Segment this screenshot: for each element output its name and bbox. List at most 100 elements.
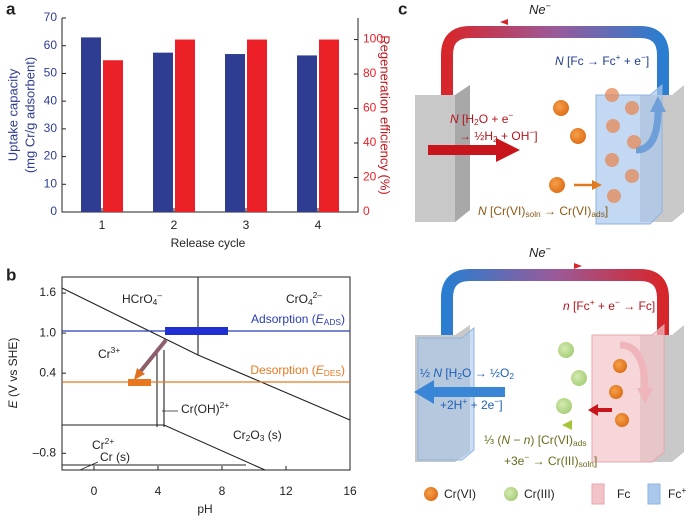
- text-part: HCrO: [122, 292, 153, 306]
- legend-label: Fc+: [668, 485, 686, 501]
- y-axis-title: E (V vs SHE): [6, 338, 20, 409]
- x-tick-label: 4: [315, 218, 322, 232]
- text-part: N: [501, 433, 510, 447]
- text-part: 2+: [220, 400, 230, 410]
- arrowhead: [500, 19, 508, 25]
- arrowhead: [650, 96, 666, 112]
- cr6-ion: [609, 385, 623, 399]
- text-part: +2H: [440, 398, 462, 412]
- text-part: O + e: [479, 112, 509, 126]
- species-label: Cr2+: [92, 436, 114, 452]
- text-part: [Cr(VI): [487, 204, 526, 218]
- y-tick-label: 70: [44, 10, 58, 24]
- bar: [81, 37, 101, 213]
- arrowhead: [134, 368, 145, 380]
- current-label: Ne−: [529, 1, 551, 17]
- text-part: N: [433, 366, 442, 380]
- text-part: 2–: [313, 290, 323, 300]
- equation: ½ N [H2O → ½O2: [420, 366, 514, 381]
- text-part: N: [555, 54, 564, 68]
- text-part: [Fc: [570, 299, 590, 313]
- legend-label: Cr(VI): [444, 487, 476, 501]
- fc-film: [591, 323, 665, 463]
- cr3-ion: [571, 370, 587, 386]
- text-part: soln: [579, 459, 595, 469]
- axes-frame: [61, 18, 359, 213]
- bar: [225, 54, 245, 213]
- text-part: + OH: [498, 129, 530, 143]
- bar: [297, 55, 317, 212]
- equation: ⅓ (N − n) [Cr(VI)ads: [484, 433, 587, 448]
- text-part: N: [478, 204, 487, 218]
- wire: [441, 26, 669, 98]
- text-part: ): [341, 363, 345, 377]
- text-part: (s): [264, 428, 281, 442]
- x-tick-label: 1: [99, 218, 106, 232]
- panel-label: b: [6, 265, 16, 284]
- bar: [247, 39, 267, 212]
- legend-swatch: [647, 483, 661, 505]
- bar: [153, 52, 173, 213]
- text-part: Ne: [529, 2, 546, 17]
- text-part: → Cr(III): [529, 454, 578, 468]
- text-part: N: [450, 112, 459, 126]
- panel-a: Release cycle Uptake capacity (mg Cr/g a…: [5, 10, 392, 250]
- text-part: 2: [474, 117, 479, 127]
- equation: +2H+ + 2e−]: [440, 396, 503, 412]
- text-part: −: [546, 244, 551, 254]
- equation: +3e− → Cr(III)soln]: [504, 452, 597, 469]
- species-label: Cr (s): [100, 450, 130, 464]
- arrowhead: [496, 138, 520, 162]
- boundary-line: [156, 348, 165, 427]
- panel-label: a: [6, 0, 16, 18]
- adsorption-window: [165, 327, 228, 335]
- text-part: → ½H: [459, 129, 493, 143]
- panel-c-top: [415, 19, 684, 225]
- equation: N [H2O + e−: [450, 110, 513, 127]
- equation: N [Fc → Fc+ + e−]: [555, 52, 649, 68]
- text-part: −: [508, 110, 513, 120]
- text-part: Cr: [233, 428, 246, 442]
- arrowhead: [592, 180, 602, 190]
- text-part: 4: [153, 297, 158, 307]
- text-part: +: [681, 485, 686, 495]
- text-part: +: [462, 396, 467, 406]
- text-part: –: [157, 290, 162, 300]
- species-label: CrO42–: [286, 290, 322, 307]
- y-tick-label: 0: [50, 204, 57, 218]
- current-label: Ne−: [529, 244, 551, 260]
- text-part: −: [494, 396, 499, 406]
- text-part: Cr: [98, 347, 111, 361]
- y2-tick-label: 40: [363, 135, 377, 149]
- text-part: +: [590, 297, 595, 307]
- arrowhead: [574, 263, 582, 269]
- text-part: [H: [442, 366, 457, 380]
- text-part: n: [524, 433, 531, 447]
- text-part: −: [641, 52, 646, 62]
- text-part: E: [316, 312, 325, 326]
- arrowhead: [414, 380, 434, 404]
- y-tick-label: 1.6: [39, 285, 56, 299]
- equation: → ½H2 + OH−]: [459, 127, 538, 144]
- text-part: O → ½O: [462, 366, 509, 380]
- species-label: HCrO4–: [122, 290, 162, 307]
- text-part: −: [510, 433, 524, 447]
- text-part: Adsorption (: [251, 312, 316, 326]
- legend-swatch: [591, 483, 605, 505]
- arrowhead: [588, 404, 598, 416]
- text-part: (V vs SHE): [6, 338, 20, 401]
- text-part: O: [250, 428, 259, 442]
- bar: [175, 39, 195, 212]
- bar: [319, 39, 339, 212]
- text-part: ]: [499, 398, 502, 412]
- text-part: Fc: [617, 487, 630, 501]
- bar: [103, 60, 123, 213]
- cr6-ion: [553, 100, 569, 116]
- desorption-window: [128, 379, 151, 386]
- species-label: Cr2O3 (s): [233, 428, 282, 443]
- text-part: ]: [534, 129, 537, 143]
- y2-axis-title: Regeneration efficiency (%): [378, 35, 393, 194]
- text-part: + e: [621, 54, 642, 68]
- text-part: −: [529, 127, 534, 137]
- x-tick-label: 12: [279, 484, 293, 498]
